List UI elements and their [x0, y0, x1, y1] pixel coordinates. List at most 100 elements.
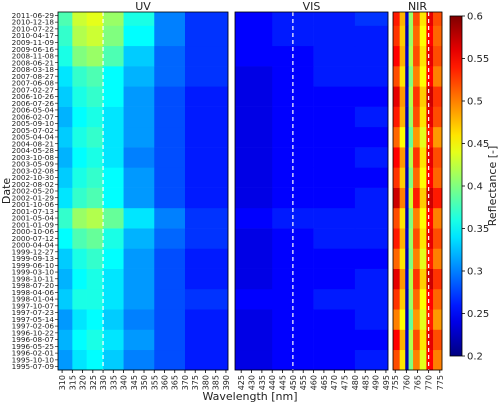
- heatmap-cell: [184, 288, 229, 310]
- y-tick-label: 2000-07-12: [12, 234, 54, 243]
- heatmap-cell: [72, 248, 87, 269]
- heatmap-cell: [72, 25, 87, 47]
- heatmap-cell: [103, 329, 124, 351]
- heatmap-cell: [58, 248, 73, 269]
- heatmap-cell: [426, 12, 434, 26]
- heatmap-cell: [419, 309, 427, 330]
- heatmap-cell: [405, 25, 409, 47]
- heatmap-cell: [433, 147, 443, 168]
- heatmap-cell: [72, 167, 87, 188]
- heatmap-cell: [58, 228, 73, 249]
- heatmap-cell: [399, 86, 406, 107]
- heatmap-cell: [405, 248, 409, 269]
- y-tick-label: 2002-08-02: [12, 180, 54, 189]
- heatmap-cell: [154, 248, 186, 269]
- heatmap-cell: [313, 207, 356, 229]
- heatmap-cell: [354, 207, 389, 229]
- heatmap-cell: [103, 12, 124, 26]
- heatmap-cell: [413, 12, 421, 26]
- heatmap-cell: [433, 268, 443, 290]
- heatmap-cell: [426, 147, 434, 168]
- y-tick-label: 2008-11-08: [12, 52, 55, 61]
- x-tick-label: 370: [181, 375, 190, 390]
- colorbar-tick-label: 0.55: [467, 54, 489, 65]
- heatmap-cell: [313, 167, 356, 188]
- heatmap-cell: [393, 288, 400, 310]
- heatmap-cell: [405, 106, 409, 128]
- y-tick-label: 2002-05-20: [12, 187, 55, 196]
- heatmap-cell: [399, 106, 406, 128]
- heatmap-cell: [58, 106, 73, 128]
- heatmap-cell: [58, 12, 73, 26]
- heatmap-cell: [413, 45, 421, 67]
- heatmap-cell: [184, 66, 229, 87]
- heatmap-cell: [354, 147, 389, 168]
- y-tick-label: 1995-07-09: [12, 362, 55, 371]
- heatmap-cell: [235, 349, 273, 371]
- heatmap-cell: [103, 126, 124, 148]
- heatmap-cell: [72, 86, 87, 107]
- heatmap-cell: [393, 106, 400, 128]
- heatmap-cell: [419, 126, 427, 148]
- y-tick-label: 2001-01-09: [12, 220, 55, 229]
- heatmap-cell: [313, 309, 356, 330]
- x-axis-label: Wavelength [nm]: [202, 390, 297, 403]
- heatmap-cell: [313, 12, 356, 26]
- heatmap-cell: [354, 268, 389, 290]
- y-tick-label: 1999-12-27: [12, 247, 55, 256]
- heatmap-cell: [58, 207, 73, 229]
- heatmap-cell: [354, 167, 389, 188]
- heatmap-cell: [419, 248, 427, 269]
- y-tick-label: 2004-05-28: [12, 146, 55, 155]
- heatmap-cell: [433, 167, 443, 188]
- heatmap-cell: [184, 309, 229, 330]
- heatmap-cell: [393, 126, 400, 148]
- heatmap-cell: [413, 126, 421, 148]
- heatmap-cell: [393, 248, 400, 269]
- heatmap-cell: [393, 268, 400, 290]
- heatmap-cell: [405, 147, 409, 168]
- y-tick-label: 1998-07-20: [12, 281, 55, 290]
- heatmap-cell: [426, 349, 434, 371]
- heatmap-cell: [399, 126, 406, 148]
- heatmap-cell: [235, 167, 273, 188]
- heatmap-cell: [123, 248, 155, 269]
- y-tick-label: 1998-01-04: [12, 295, 55, 304]
- heatmap-cell: [354, 349, 389, 371]
- x-tick-label: 435: [258, 375, 267, 390]
- heatmap-cell: [393, 207, 400, 229]
- heatmap-cell: [272, 126, 314, 148]
- y-tick-label: 2005-04-04: [12, 133, 55, 142]
- heatmap-cell: [103, 248, 124, 269]
- heatmap-cell: [405, 126, 409, 148]
- heatmap-cell: [426, 248, 434, 269]
- heatmap-cell: [408, 207, 414, 229]
- heatmap-cell: [184, 349, 229, 371]
- y-tick-label: 1999-03-10: [12, 268, 55, 277]
- heatmap-cell: [419, 45, 427, 67]
- y-tick-label: 2001-07-13: [12, 207, 55, 216]
- heatmap-cell: [86, 207, 104, 229]
- heatmap-cell: [86, 106, 104, 128]
- y-tick-label: 2006-05-04: [12, 106, 55, 115]
- x-tick-label: 465: [320, 375, 329, 390]
- x-tick-label: 345: [130, 375, 139, 390]
- heatmap-cell: [235, 126, 273, 148]
- heatmap-cell: [235, 66, 273, 87]
- heatmap-cell: [86, 25, 104, 47]
- heatmap-cell: [123, 45, 155, 67]
- x-tick-label: 330: [99, 375, 108, 390]
- heatmap-cell: [184, 268, 229, 290]
- heatmap-cell: [72, 268, 87, 290]
- heatmap-cell: [58, 147, 73, 168]
- heatmap-cell: [354, 329, 389, 351]
- heatmap-cell: [123, 207, 155, 229]
- heatmap-cell: [405, 309, 409, 330]
- heatmap-cell: [72, 106, 87, 128]
- heatmap-cell: [433, 86, 443, 107]
- y-tick-label: 2011-06-29: [12, 11, 55, 20]
- y-tick-label: 2007-02-27: [12, 85, 55, 94]
- heatmap-cell: [313, 288, 356, 310]
- heatmap-cell: [72, 288, 87, 310]
- x-tick-label: 320: [79, 375, 88, 390]
